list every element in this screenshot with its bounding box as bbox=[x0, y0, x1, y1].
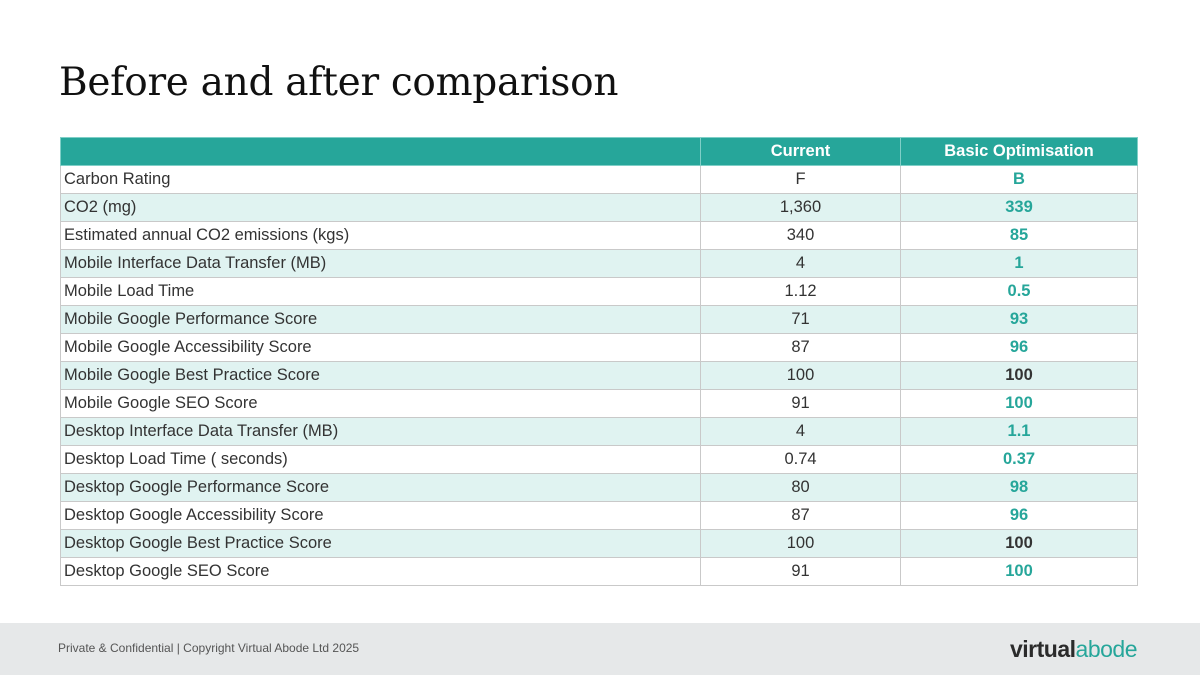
table-row: Desktop Google Performance Score 80 98 bbox=[60, 473, 1138, 502]
table-header-row: Current Basic Optimisation bbox=[60, 137, 1138, 166]
logo-word-abode: abode bbox=[1075, 636, 1138, 662]
cell-current: 91 bbox=[700, 389, 901, 418]
header-current: Current bbox=[700, 137, 901, 166]
cell-metric: Mobile Google Performance Score bbox=[60, 305, 701, 334]
cell-optimised: 100 bbox=[900, 529, 1138, 558]
table-row: Desktop Load Time ( seconds) 0.74 0.37 bbox=[60, 445, 1138, 474]
logo-word-virtual: virtual bbox=[1010, 636, 1076, 662]
table-row: Desktop Interface Data Transfer (MB) 4 1.1 bbox=[60, 417, 1138, 446]
cell-optimised: 85 bbox=[900, 221, 1138, 250]
cell-current: 100 bbox=[700, 529, 901, 558]
cell-current: 100 bbox=[700, 361, 901, 390]
cell-optimised: 100 bbox=[900, 557, 1138, 586]
table-row: Mobile Google Best Practice Score 100 100 bbox=[60, 361, 1138, 390]
cell-current: 80 bbox=[700, 473, 901, 502]
cell-current: 87 bbox=[700, 333, 901, 362]
cell-metric: CO2 (mg) bbox=[60, 193, 701, 222]
cell-metric: Carbon Rating bbox=[60, 165, 701, 194]
cell-optimised: 339 bbox=[900, 193, 1138, 222]
table-row: Mobile Interface Data Transfer (MB) 4 1 bbox=[60, 249, 1138, 278]
table-row: Mobile Google Performance Score 71 93 bbox=[60, 305, 1138, 334]
table-row: Mobile Google Accessibility Score 87 96 bbox=[60, 333, 1138, 362]
company-logo: virtualabode bbox=[1010, 635, 1138, 663]
cell-metric: Mobile Interface Data Transfer (MB) bbox=[60, 249, 701, 278]
cell-metric: Desktop Google Accessibility Score bbox=[60, 501, 701, 530]
cell-current: 4 bbox=[700, 417, 901, 446]
cell-optimised: 1 bbox=[900, 249, 1138, 278]
cell-current: 1.12 bbox=[700, 277, 901, 306]
cell-metric: Desktop Load Time ( seconds) bbox=[60, 445, 701, 474]
cell-current: 340 bbox=[700, 221, 901, 250]
table-row: Desktop Google Accessibility Score 87 96 bbox=[60, 501, 1138, 530]
table-row: Estimated annual CO2 emissions (kgs) 340 8… bbox=[60, 221, 1138, 250]
footer-copyright: Private & Confidential | Copyright Virtu… bbox=[58, 641, 360, 655]
cell-current: 4 bbox=[700, 249, 901, 278]
cell-metric: Mobile Load Time bbox=[60, 277, 701, 306]
table-row: Mobile Google SEO Score 91 100 bbox=[60, 389, 1138, 418]
cell-current: 71 bbox=[700, 305, 901, 334]
cell-metric: Estimated annual CO2 emissions (kgs) bbox=[60, 221, 701, 250]
cell-optimised: B bbox=[900, 165, 1138, 194]
cell-optimised: 96 bbox=[900, 333, 1138, 362]
table-row: Desktop Google SEO Score 91 100 bbox=[60, 557, 1138, 586]
cell-optimised: 98 bbox=[900, 473, 1138, 502]
header-metric bbox=[60, 137, 701, 166]
cell-optimised: 1.1 bbox=[900, 417, 1138, 446]
page-title: Before and after comparison bbox=[59, 60, 619, 106]
cell-metric: Desktop Google Best Practice Score bbox=[60, 529, 701, 558]
table-row: Desktop Google Best Practice Score 100 100 bbox=[60, 529, 1138, 558]
cell-optimised: 0.5 bbox=[900, 277, 1138, 306]
footer-bar: Private & Confidential | Copyright Virtu… bbox=[0, 623, 1200, 675]
table-row: Mobile Load Time 1.12 0.5 bbox=[60, 277, 1138, 306]
cell-optimised: 100 bbox=[900, 361, 1138, 390]
cell-current: 1,360 bbox=[700, 193, 901, 222]
comparison-table: Current Basic Optimisation Carbon Rating… bbox=[60, 137, 1138, 586]
cell-metric: Desktop Google SEO Score bbox=[60, 557, 701, 586]
cell-optimised: 93 bbox=[900, 305, 1138, 334]
cell-current: F bbox=[700, 165, 901, 194]
cell-optimised: 96 bbox=[900, 501, 1138, 530]
table-row: CO2 (mg) 1,360 339 bbox=[60, 193, 1138, 222]
cell-current: 91 bbox=[700, 557, 901, 586]
cell-optimised: 100 bbox=[900, 389, 1138, 418]
cell-optimised: 0.37 bbox=[900, 445, 1138, 474]
cell-metric: Mobile Google Accessibility Score bbox=[60, 333, 701, 362]
cell-metric: Desktop Interface Data Transfer (MB) bbox=[60, 417, 701, 446]
cell-metric: Mobile Google Best Practice Score bbox=[60, 361, 701, 390]
cell-metric: Desktop Google Performance Score bbox=[60, 473, 701, 502]
cell-current: 87 bbox=[700, 501, 901, 530]
header-optimised: Basic Optimisation bbox=[900, 137, 1138, 166]
table-row: Carbon Rating F B bbox=[60, 165, 1138, 194]
cell-metric: Mobile Google SEO Score bbox=[60, 389, 701, 418]
cell-current: 0.74 bbox=[700, 445, 901, 474]
